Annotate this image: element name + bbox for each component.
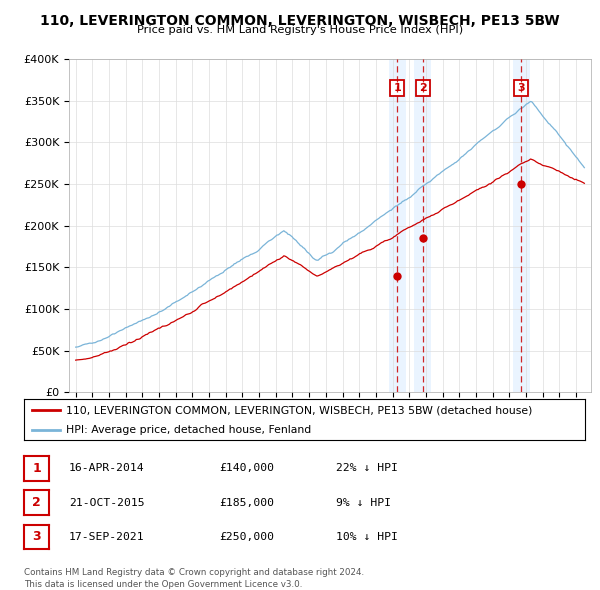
Text: 110, LEVERINGTON COMMON, LEVERINGTON, WISBECH, PE13 5BW (detached house): 110, LEVERINGTON COMMON, LEVERINGTON, WI…: [66, 405, 532, 415]
Text: 17-SEP-2021: 17-SEP-2021: [69, 532, 145, 542]
Text: 10% ↓ HPI: 10% ↓ HPI: [336, 532, 398, 542]
Text: 9% ↓ HPI: 9% ↓ HPI: [336, 498, 391, 507]
Bar: [415, 59, 431, 392]
Text: Price paid vs. HM Land Registry's House Price Index (HPI): Price paid vs. HM Land Registry's House …: [137, 25, 463, 35]
Text: 22% ↓ HPI: 22% ↓ HPI: [336, 464, 398, 473]
Text: 16-APR-2014: 16-APR-2014: [69, 464, 145, 473]
Text: 1: 1: [394, 83, 401, 93]
Text: 3: 3: [517, 83, 525, 93]
Text: 21-OCT-2015: 21-OCT-2015: [69, 498, 145, 507]
Text: £185,000: £185,000: [219, 498, 274, 507]
Bar: [513, 59, 530, 392]
Text: 3: 3: [32, 530, 41, 543]
Text: 110, LEVERINGTON COMMON, LEVERINGTON, WISBECH, PE13 5BW: 110, LEVERINGTON COMMON, LEVERINGTON, WI…: [40, 14, 560, 28]
Bar: [389, 59, 406, 392]
Text: 2: 2: [32, 496, 41, 509]
Text: HPI: Average price, detached house, Fenland: HPI: Average price, detached house, Fenl…: [66, 425, 311, 435]
Text: 1: 1: [32, 462, 41, 475]
Text: 2: 2: [419, 83, 427, 93]
Text: £140,000: £140,000: [219, 464, 274, 473]
Text: Contains HM Land Registry data © Crown copyright and database right 2024.
This d: Contains HM Land Registry data © Crown c…: [24, 568, 364, 589]
Text: £250,000: £250,000: [219, 532, 274, 542]
